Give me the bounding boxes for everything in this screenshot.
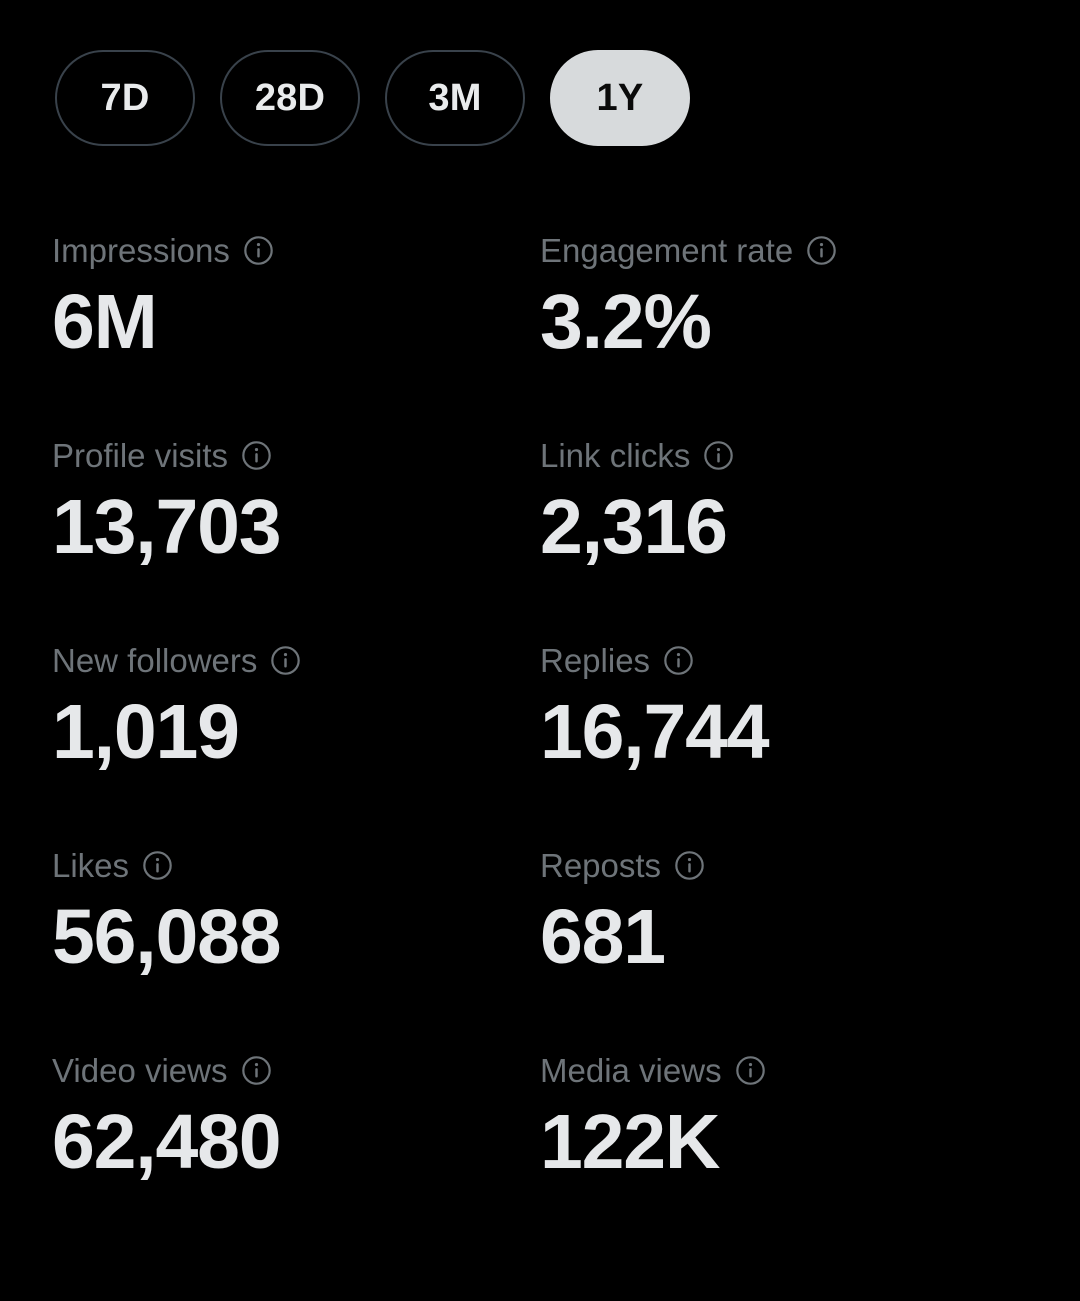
metric-value: 2,316 [540, 484, 728, 570]
metric-label: Engagement rate [540, 231, 794, 269]
info-icon[interactable] [241, 1055, 272, 1086]
info-icon[interactable] [735, 1055, 766, 1086]
metric-label-row: Impressions [52, 228, 274, 272]
metric-reposts: Reposts 681 [540, 843, 1040, 1048]
metric-label-row: Link clicks [540, 433, 734, 477]
metric-label: Link clicks [540, 436, 691, 474]
info-icon[interactable] [806, 235, 837, 266]
info-icon[interactable] [703, 440, 734, 471]
metric-engagement-rate: Engagement rate 3.2% [540, 228, 1040, 433]
metric-value: 16,744 [540, 689, 770, 775]
range-tab-3m[interactable]: 3M [385, 50, 525, 146]
metric-value: 56,088 [52, 894, 282, 980]
metric-label-row: Replies [540, 638, 694, 682]
metric-label-row: New followers [52, 638, 301, 682]
metric-label-row: Reposts [540, 843, 705, 887]
metric-media-views: Media views 122K [540, 1048, 1040, 1253]
metric-label-row: Profile visits [52, 433, 272, 477]
metric-label: Likes [52, 846, 130, 884]
info-icon[interactable] [674, 850, 705, 881]
metric-link-clicks: Link clicks 2,316 [540, 433, 1040, 638]
metric-value: 3.2% [540, 279, 712, 365]
metric-value: 6M [52, 279, 158, 365]
metric-replies: Replies 16,744 [540, 638, 1040, 843]
info-icon[interactable] [270, 645, 301, 676]
analytics-metrics-grid: Impressions 6M Engagement rate 3.2% Profile … [0, 228, 1080, 1253]
info-icon[interactable] [241, 440, 272, 471]
range-tab-1y[interactable]: 1Y [550, 50, 690, 146]
range-tab-7d[interactable]: 7D [55, 50, 195, 146]
info-icon[interactable] [663, 645, 694, 676]
info-icon[interactable] [142, 850, 173, 881]
metric-label-row: Video views [52, 1048, 272, 1092]
range-tab-28d[interactable]: 28D [220, 50, 360, 146]
metric-label: Media views [540, 1051, 722, 1089]
metric-value: 681 [540, 894, 666, 980]
metric-label-row: Engagement rate [540, 228, 837, 272]
metric-value: 13,703 [52, 484, 282, 570]
metric-value: 122K [540, 1099, 720, 1185]
metric-label-row: Likes [52, 843, 173, 887]
metric-impressions: Impressions 6M [52, 228, 540, 433]
metric-profile-visits: Profile visits 13,703 [52, 433, 540, 638]
metric-label: New followers [52, 641, 258, 679]
metric-label: Replies [540, 641, 651, 679]
metric-label: Profile visits [52, 436, 229, 474]
metric-label: Reposts [540, 846, 662, 884]
metric-likes: Likes 56,088 [52, 843, 540, 1048]
metric-label-row: Media views [540, 1048, 766, 1092]
metric-new-followers: New followers 1,019 [52, 638, 540, 843]
metric-value: 1,019 [52, 689, 240, 775]
info-icon[interactable] [243, 235, 274, 266]
metric-video-views: Video views 62,480 [52, 1048, 540, 1253]
metric-value: 62,480 [52, 1099, 282, 1185]
metric-label: Impressions [52, 231, 230, 269]
time-range-tabs: 7D 28D 3M 1Y [0, 0, 1080, 146]
metric-label: Video views [52, 1051, 228, 1089]
